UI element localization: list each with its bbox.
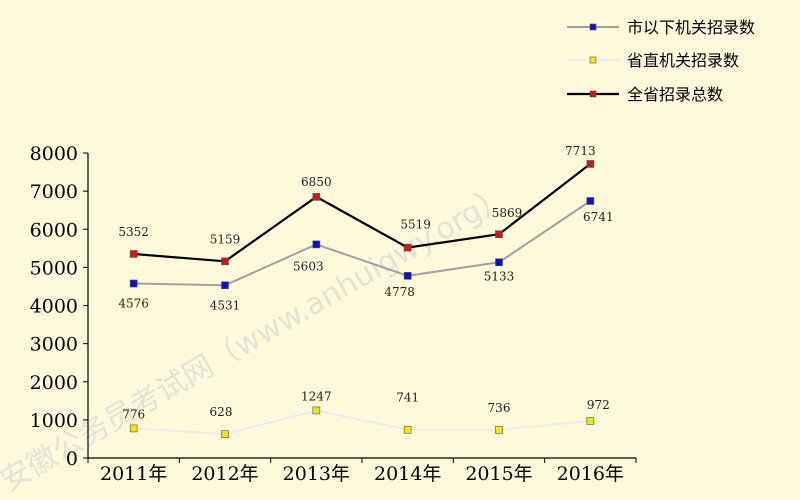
y-tick-label: 3000 bbox=[30, 334, 78, 356]
legend-item-1: 省直机关招录数 bbox=[567, 51, 739, 70]
series-2 bbox=[129, 160, 595, 266]
data-label: 736 bbox=[488, 401, 511, 415]
x-tick-label: 2016年 bbox=[557, 463, 624, 485]
data-label: 4576 bbox=[118, 297, 149, 311]
data-point bbox=[129, 279, 138, 288]
data-label: 1247 bbox=[301, 389, 332, 403]
y-tick-label: 4000 bbox=[30, 296, 78, 318]
y-tick-label: 8000 bbox=[30, 143, 78, 165]
legend-item-2: 全省招录总数 bbox=[567, 85, 723, 104]
legend-swatch-marker bbox=[589, 56, 597, 64]
series-0 bbox=[129, 197, 595, 290]
data-point bbox=[586, 197, 595, 205]
axes: 0 1000 2000 3000 4000 5000 6000 7000 8000 2011年 20… bbox=[30, 143, 637, 485]
data-point bbox=[403, 272, 412, 280]
x-tick-label: 2013年 bbox=[283, 463, 350, 485]
y-tick-label: 6000 bbox=[30, 219, 78, 241]
data-label: 7713 bbox=[565, 144, 596, 158]
data-label: 4778 bbox=[384, 285, 415, 299]
data-label: 4531 bbox=[210, 298, 241, 312]
data-point bbox=[129, 250, 138, 258]
data-point bbox=[312, 240, 321, 249]
data-point bbox=[312, 193, 321, 201]
series-line bbox=[133, 163, 591, 263]
legend-label: 省直机关招录数 bbox=[627, 51, 739, 70]
legend-item-0: 市以下机关招录数 bbox=[567, 18, 755, 37]
data-label: 5133 bbox=[484, 269, 515, 283]
data-label: 5519 bbox=[400, 218, 431, 232]
data-label: 5869 bbox=[492, 206, 523, 220]
data-label: 5603 bbox=[293, 259, 324, 273]
legend-swatch-marker bbox=[589, 23, 597, 31]
data-point bbox=[221, 257, 229, 266]
data-label: 628 bbox=[210, 405, 233, 419]
data-point bbox=[221, 281, 229, 290]
data-point bbox=[495, 426, 503, 434]
x-tick-label: 2015年 bbox=[465, 463, 532, 485]
data-label: 5159 bbox=[210, 232, 241, 246]
y-tick-label: 2000 bbox=[30, 372, 78, 394]
data-label: 6850 bbox=[301, 175, 332, 189]
x-tick-label: 2011年 bbox=[100, 463, 167, 485]
data-label: 6741 bbox=[583, 210, 614, 224]
x-tick-label: 2014年 bbox=[374, 463, 441, 485]
data-point bbox=[403, 243, 412, 252]
y-tick-label: 0 bbox=[66, 448, 78, 470]
data-point bbox=[403, 425, 412, 434]
data-point bbox=[312, 406, 321, 415]
data-point bbox=[221, 430, 229, 438]
data-point bbox=[586, 160, 595, 168]
data-point bbox=[495, 258, 503, 267]
data-label: 972 bbox=[587, 398, 610, 412]
data-point bbox=[495, 230, 503, 239]
data-labels: 4576 4531 5603 4778 5133 6741 776 628 1247 741 736… bbox=[118, 144, 613, 421]
y-tick-label: 7000 bbox=[30, 181, 78, 203]
data-point bbox=[586, 417, 595, 425]
legend-label: 全省招录总数 bbox=[627, 85, 723, 104]
series-1 bbox=[129, 406, 595, 438]
y-tick-label: 5000 bbox=[30, 257, 78, 279]
series-layer bbox=[129, 160, 595, 438]
legend-label: 市以下机关招录数 bbox=[627, 18, 755, 37]
x-tick-label: 2012年 bbox=[191, 463, 258, 485]
data-label: 5352 bbox=[118, 225, 149, 239]
data-label: 776 bbox=[122, 407, 145, 421]
data-point bbox=[129, 424, 138, 433]
y-tick-label: 1000 bbox=[30, 410, 78, 432]
data-label: 741 bbox=[396, 391, 419, 405]
series-line bbox=[133, 409, 591, 436]
series-line bbox=[133, 200, 591, 287]
legend-swatch-marker bbox=[589, 90, 597, 98]
